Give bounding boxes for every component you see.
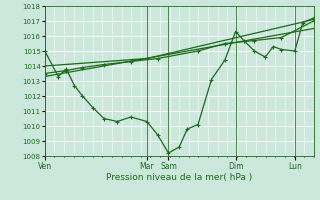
X-axis label: Pression niveau de la mer( hPa ): Pression niveau de la mer( hPa ) <box>106 173 252 182</box>
